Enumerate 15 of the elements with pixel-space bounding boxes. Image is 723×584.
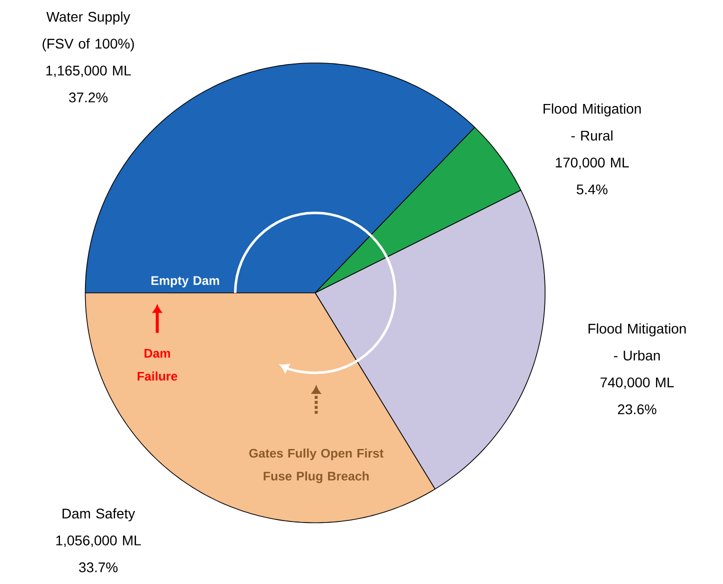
text: 37.2%: [69, 92, 108, 103]
data-label: 740,000 ML: [600, 378, 674, 390]
text: 23.6%: [618, 404, 656, 414]
text: Empty Dam: [151, 276, 220, 288]
slice-label: Flood Mitigation - Urban: [588, 323, 686, 361]
slice-label: Dam Safety: [62, 508, 136, 522]
text: Gates Fully Open First Fuse Plug Breach: [249, 448, 384, 484]
text: 5.4%: [576, 184, 608, 194]
data-label: 1,165,000 ML: [46, 66, 131, 78]
text: Dam Failure: [138, 349, 178, 381]
slice-label: Flood Mitigation - Rural: [544, 104, 641, 141]
data-label: 1,056,000 ML: [56, 536, 141, 548]
data-label: 170,000 ML: [556, 158, 629, 170]
text: 33.7%: [79, 562, 118, 572]
slice-label: Water Supply (FSV of 100%): [42, 12, 134, 52]
